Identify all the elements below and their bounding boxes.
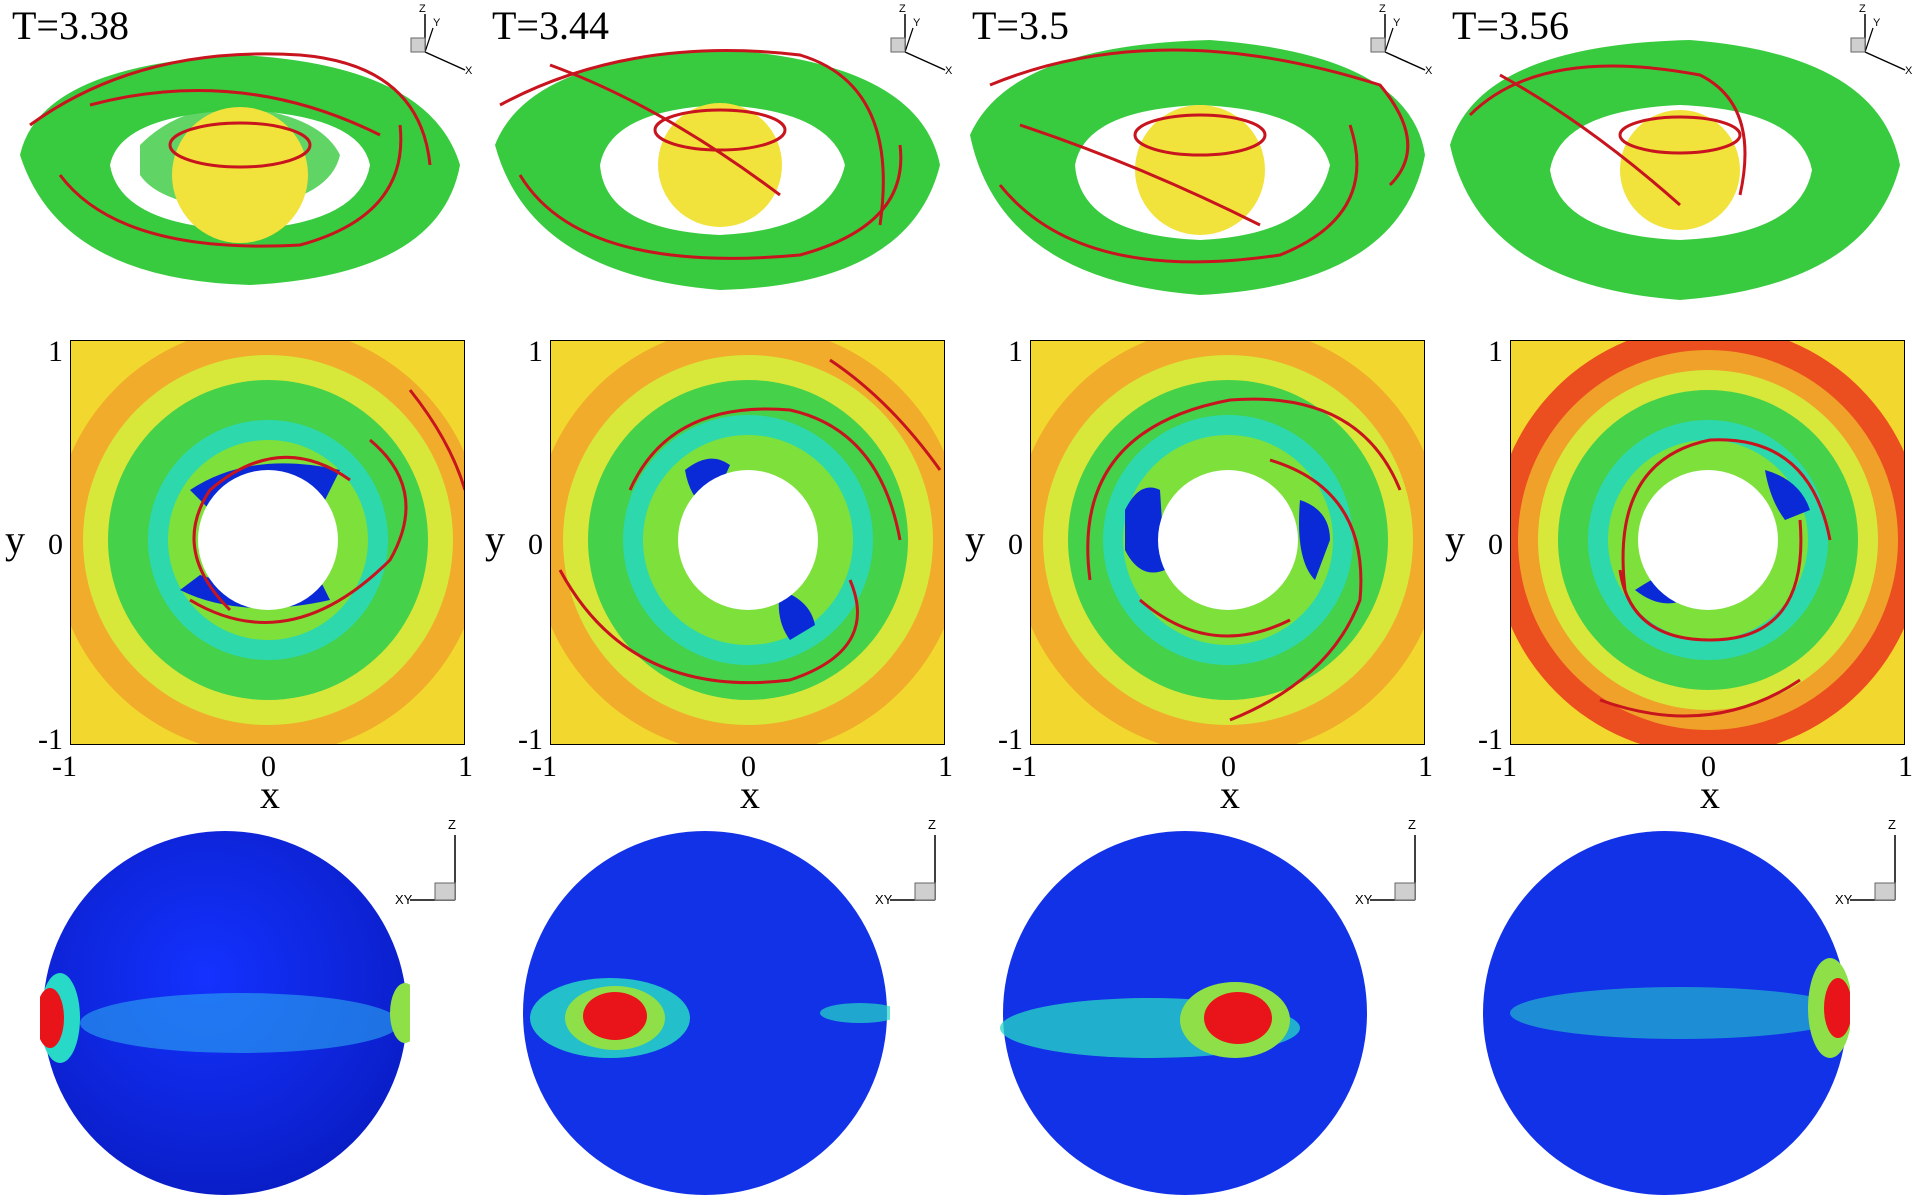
y-tick: 1	[1008, 335, 1023, 368]
x-tick: 1	[1898, 750, 1913, 783]
x-tick: 1	[458, 750, 473, 783]
x-tick: 1	[938, 750, 953, 783]
x-axis-label: x	[740, 772, 760, 817]
contour-slice-plot	[1510, 340, 1905, 745]
sphere-surface-render	[40, 831, 410, 1195]
axis-triad-icon: Z XY	[395, 817, 456, 905]
isosurface-render	[495, 49, 940, 290]
y-tick: 0	[1008, 528, 1023, 561]
time-label: T=3.38	[12, 3, 129, 48]
y-tick: -1	[38, 723, 63, 756]
svg-text:X: X	[945, 65, 953, 77]
axis-triad-icon: Z Y X	[1850, 3, 1913, 77]
time-label: T=3.5	[972, 3, 1069, 48]
column-4: T=3.56 Z Y X y 1 0 -1	[1440, 0, 1920, 1200]
x-tick: -1	[52, 750, 77, 783]
x-tick: -1	[1012, 750, 1037, 783]
x-axis-label: x	[1220, 772, 1240, 817]
x-tick: 0	[1221, 750, 1236, 783]
axis-triad-icon: Z XY	[1835, 817, 1896, 905]
svg-text:X: X	[1905, 65, 1913, 77]
svg-text:XY: XY	[1355, 892, 1373, 905]
x-axis-label: x	[1700, 772, 1720, 817]
y-tick: -1	[998, 723, 1023, 756]
y-tick: 1	[528, 335, 543, 368]
time-label: T=3.44	[492, 3, 609, 48]
sphere-surface-render	[1000, 831, 1367, 1195]
svg-text:Z: Z	[1379, 3, 1386, 15]
svg-text:Z: Z	[448, 817, 456, 832]
svg-text:Z: Z	[419, 3, 426, 15]
sphere-surface-render	[1483, 831, 1850, 1195]
axis-triad-icon: Z Y X	[1370, 3, 1433, 77]
svg-text:Z: Z	[1859, 3, 1866, 15]
axis-triad-icon: Z Y X	[890, 3, 953, 77]
y-tick: 0	[528, 528, 543, 561]
x-tick: 0	[1701, 750, 1716, 783]
contour-slice-plot	[550, 340, 945, 745]
y-tick: 0	[1488, 528, 1503, 561]
x-tick: 0	[741, 750, 756, 783]
svg-text:Y: Y	[913, 17, 921, 29]
svg-text:Y: Y	[433, 17, 441, 29]
time-label: T=3.56	[1452, 3, 1569, 48]
svg-text:XY: XY	[1835, 892, 1853, 905]
y-tick: -1	[1478, 723, 1503, 756]
isosurface-render	[970, 40, 1425, 295]
contour-slice-plot	[1030, 340, 1425, 745]
isosurface-render	[1450, 40, 1900, 300]
y-tick: 1	[48, 335, 63, 368]
axis-triad-icon: Z XY	[875, 817, 936, 905]
sphere-surface-render	[523, 831, 890, 1195]
column-3: T=3.5 Z Y X y 1 0 -1	[960, 0, 1440, 1200]
x-tick: 1	[1418, 750, 1433, 783]
x-tick: -1	[1492, 750, 1517, 783]
x-tick: -1	[532, 750, 557, 783]
svg-text:XY: XY	[395, 892, 413, 905]
svg-text:XY: XY	[875, 892, 893, 905]
x-axis-label: x	[260, 772, 280, 817]
svg-text:Z: Z	[899, 3, 906, 15]
x-tick: 0	[261, 750, 276, 783]
svg-text:Z: Z	[1408, 817, 1416, 832]
svg-text:X: X	[465, 65, 473, 77]
axis-triad-icon: Z Y X	[410, 3, 473, 77]
column-1: T=3.38 Z Y X y 1 0 -1	[0, 0, 480, 1200]
y-axis-label: y	[965, 517, 985, 562]
svg-text:Z: Z	[928, 817, 936, 832]
isosurface-render	[20, 52, 460, 285]
svg-text:Y: Y	[1873, 17, 1881, 29]
contour-slice-plot	[70, 340, 465, 745]
axis-triad-icon: Z XY	[1355, 817, 1416, 905]
svg-text:X: X	[1425, 65, 1433, 77]
y-tick: 0	[48, 528, 63, 561]
y-tick: -1	[518, 723, 543, 756]
y-tick: 1	[1488, 335, 1503, 368]
column-2: T=3.44 Z Y X y 1 0 -1	[480, 0, 960, 1200]
svg-text:Y: Y	[1393, 17, 1401, 29]
svg-text:Z: Z	[1888, 817, 1896, 832]
y-axis-label: y	[1445, 517, 1465, 562]
y-axis-label: y	[5, 517, 25, 562]
y-axis-label: y	[485, 517, 505, 562]
